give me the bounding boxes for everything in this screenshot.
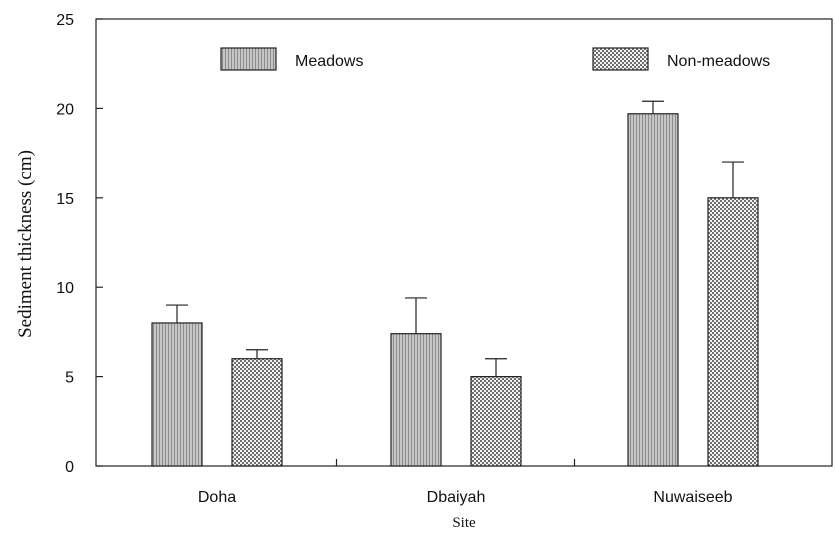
- legend-swatch-meadows: [220, 47, 277, 71]
- y-tick-label: 25: [56, 12, 74, 29]
- legend: Meadows Non-meadows: [220, 47, 770, 71]
- x-tick-label: Doha: [198, 489, 236, 506]
- bar-meadows: [151, 322, 203, 467]
- legend-swatch-non-meadows: [592, 47, 649, 71]
- y-axis-title: Sediment thickness (cm): [15, 150, 36, 338]
- y-axis: 0 5 10 15 20 25: [56, 12, 103, 476]
- plot-area: [95, 18, 833, 467]
- bars-layer: [151, 100, 759, 467]
- x-axis-title: Site: [452, 515, 476, 531]
- legend-label-non-meadows: Non-meadows: [667, 53, 770, 70]
- x-tick-label: Dbaiyah: [427, 489, 486, 506]
- y-tick-label: 20: [56, 101, 74, 118]
- x-tick-label: Nuwaiseeb: [653, 489, 732, 506]
- x-axis: Doha Dbaiyah Nuwaiseeb: [198, 459, 733, 506]
- legend-label-meadows: Meadows: [295, 53, 363, 70]
- bar-non-meadows: [470, 376, 522, 467]
- bar-non-meadows: [707, 197, 759, 467]
- y-tick-label: 10: [56, 280, 74, 297]
- y-tick-label: 0: [65, 459, 74, 476]
- bar-meadows: [390, 333, 442, 467]
- plot-frame: [95, 18, 833, 467]
- bar-non-meadows: [231, 358, 283, 467]
- y-tick-label: 5: [65, 370, 74, 387]
- bar-meadows: [627, 113, 679, 467]
- y-tick-label: 15: [56, 191, 74, 208]
